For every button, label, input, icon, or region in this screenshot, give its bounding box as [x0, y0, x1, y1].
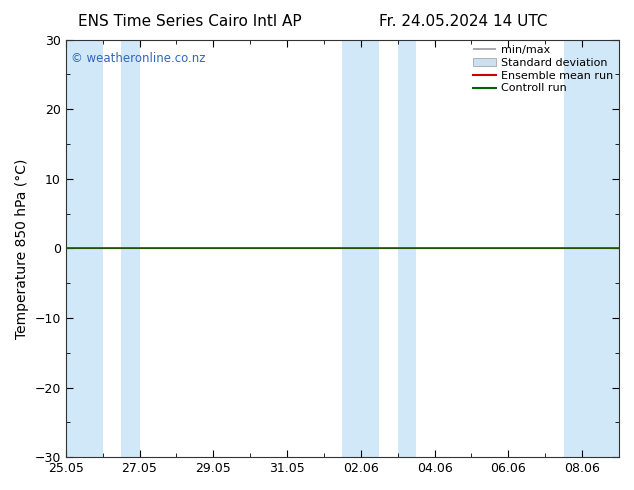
Bar [342, 40, 379, 457]
Bar [564, 40, 619, 457]
Legend: min/max, Standard deviation, Ensemble mean run, Controll run: min/max, Standard deviation, Ensemble me… [471, 43, 616, 96]
Y-axis label: Temperature 850 hPa (°C): Temperature 850 hPa (°C) [15, 158, 29, 339]
Text: © weatheronline.co.nz: © weatheronline.co.nz [71, 52, 206, 65]
Bar [398, 40, 416, 457]
Bar [121, 40, 139, 457]
Text: Fr. 24.05.2024 14 UTC: Fr. 24.05.2024 14 UTC [378, 14, 547, 29]
Bar [66, 40, 103, 457]
Text: ENS Time Series Cairo Intl AP: ENS Time Series Cairo Intl AP [79, 14, 302, 29]
